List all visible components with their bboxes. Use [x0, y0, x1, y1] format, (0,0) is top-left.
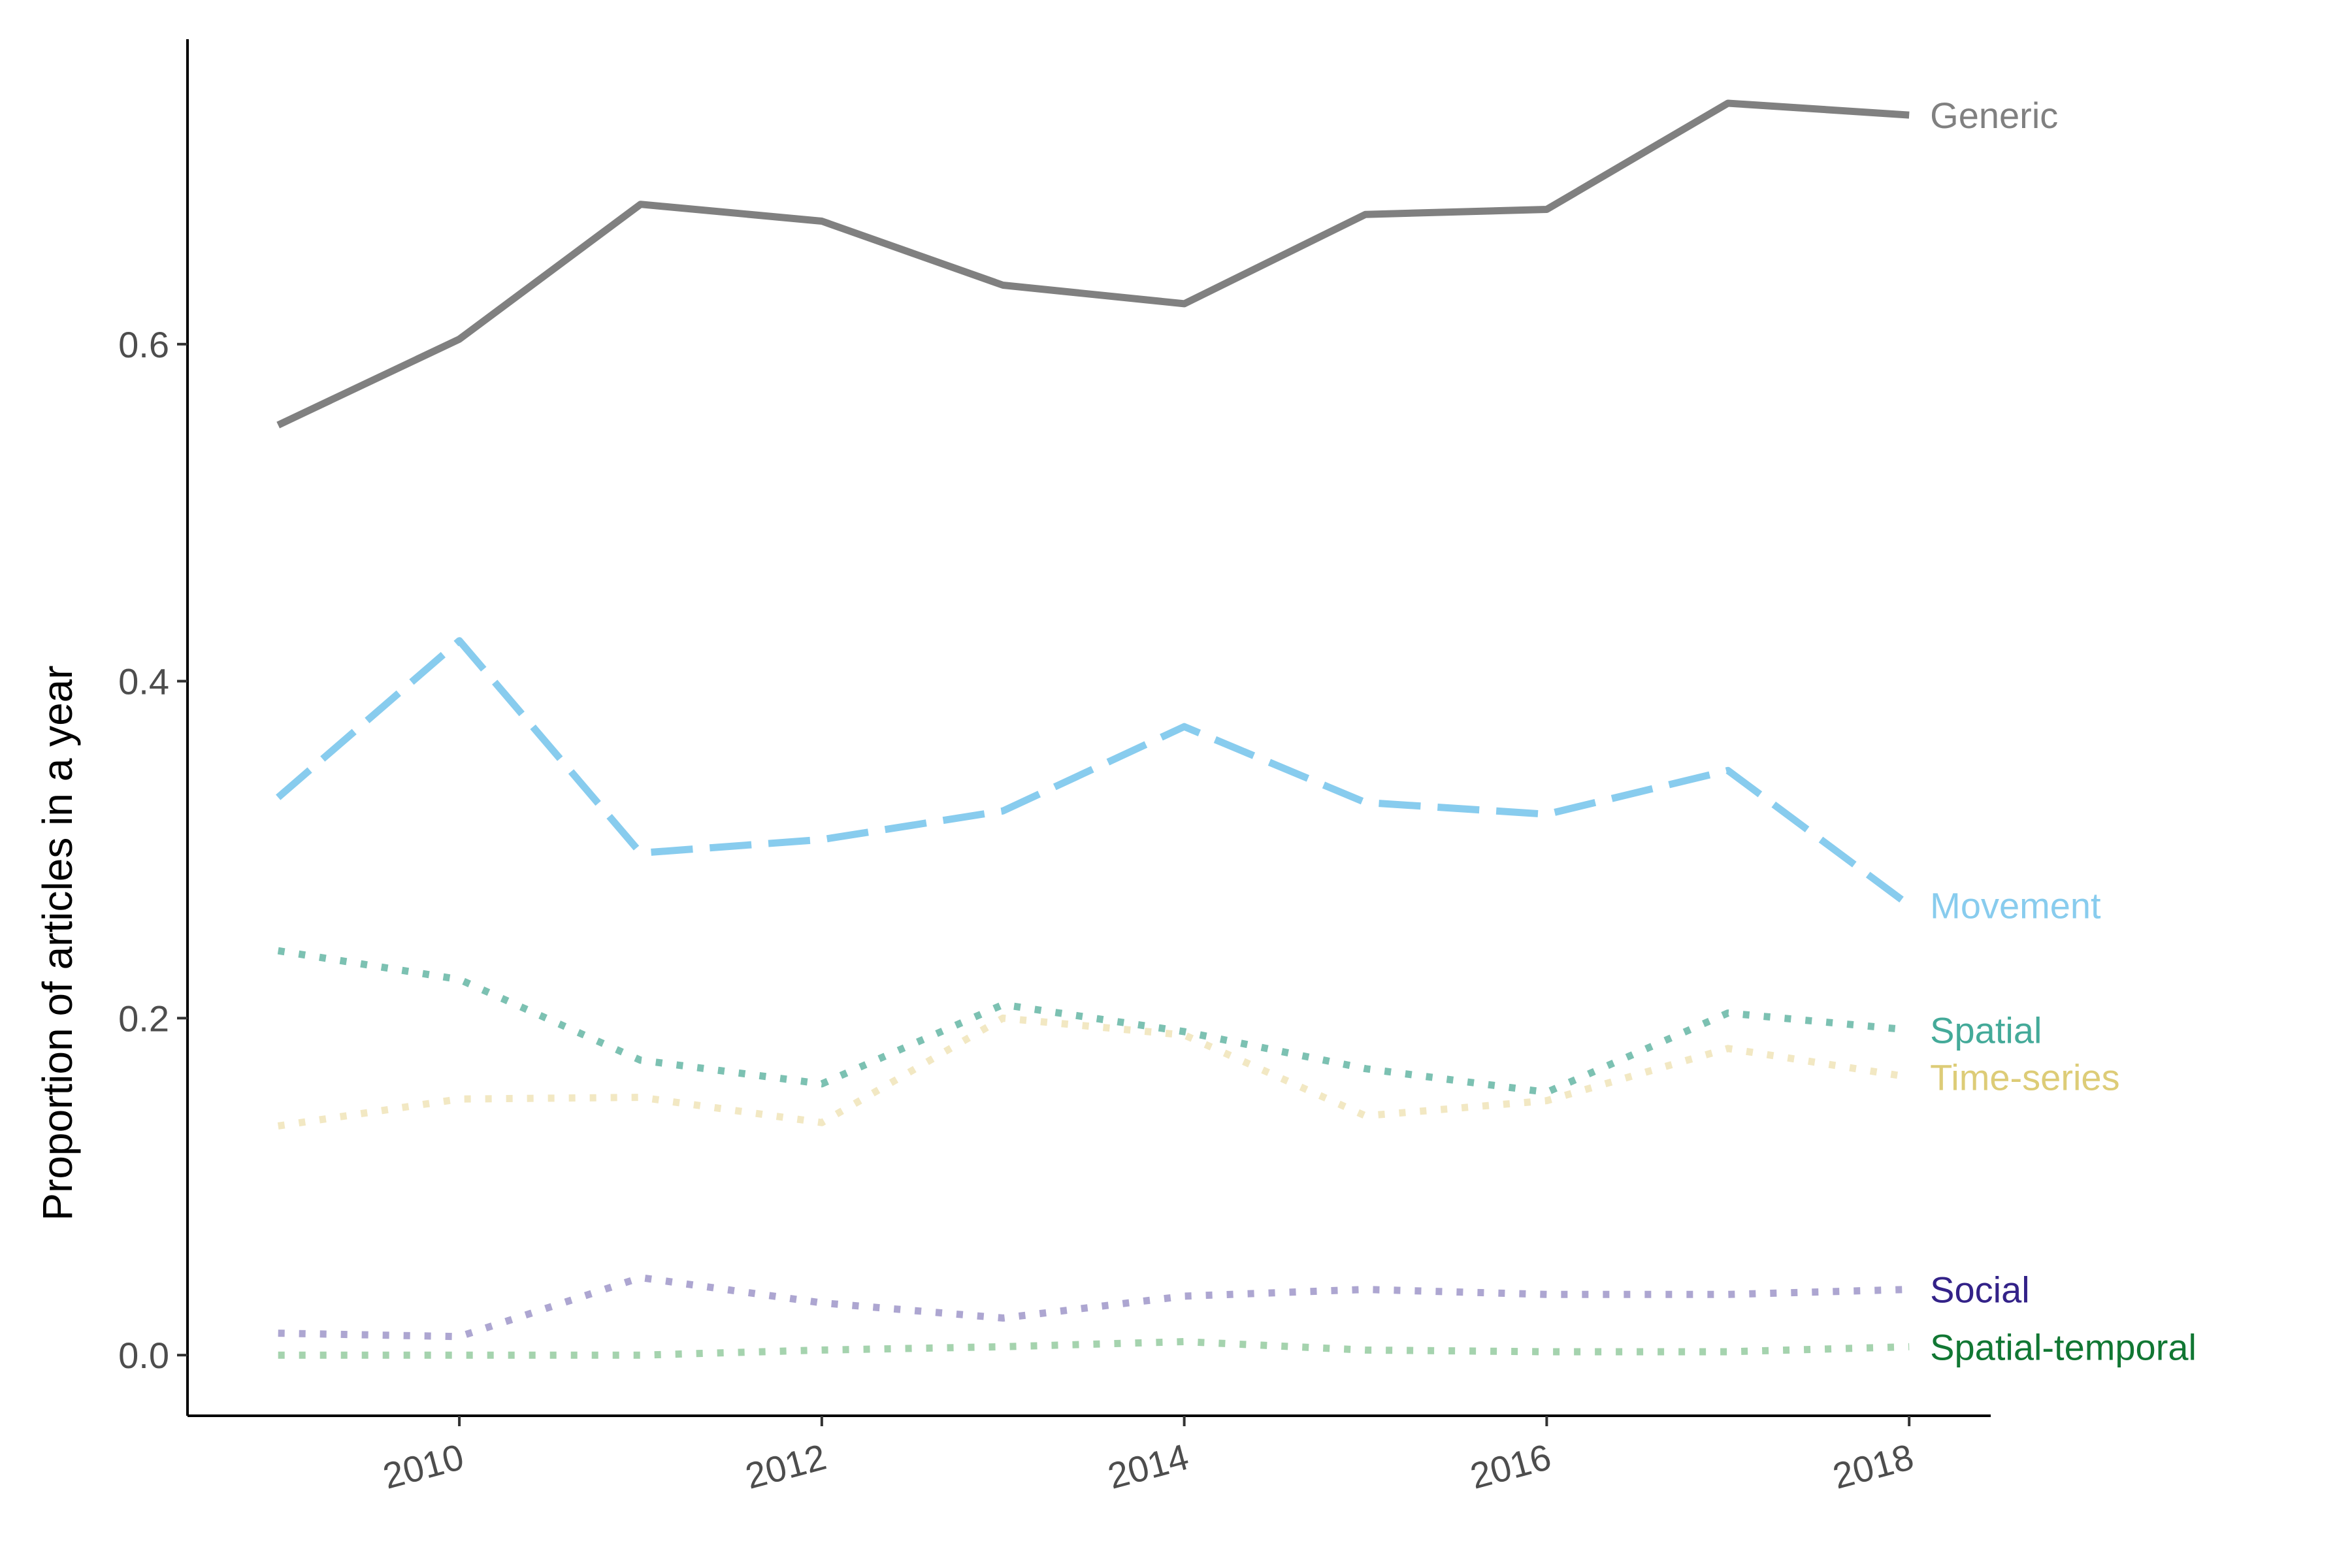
y-axis: 0.0 0.2 0.4 0.6	[118, 39, 189, 1416]
x-tick-label: 2018	[1829, 1436, 1918, 1497]
series-label: Time-series	[1930, 1057, 2119, 1098]
series-label: Generic	[1930, 95, 2058, 136]
y-tick-label: 0.6	[118, 324, 169, 365]
series-label: Spatial-temporal	[1930, 1326, 2197, 1367]
series-label: Social	[1930, 1269, 2030, 1311]
y-tick-label: 0.4	[118, 661, 169, 702]
x-tick-label: 2010	[379, 1436, 468, 1497]
y-axis-title: Proportion of articles in a year	[34, 665, 81, 1220]
series-line-social	[278, 1274, 1910, 1341]
series-labels: Generic Movement Spatial Time-series Social S…	[1930, 95, 2197, 1367]
series-line-spatial-temporal	[278, 1338, 1910, 1359]
x-tick-label: 2016	[1466, 1436, 1556, 1497]
x-tick-label: 2014	[1103, 1436, 1193, 1497]
series-line-time-series	[277, 1014, 1910, 1130]
y-tick-label: 0.2	[118, 998, 169, 1039]
x-axis: 2010 2012 2014 2016 2018	[188, 1414, 1991, 1497]
series-line-spatial	[277, 947, 1910, 1096]
x-tick-label: 2012	[741, 1436, 830, 1497]
series-line-generic	[276, 99, 1910, 429]
series-label: Movement	[1930, 885, 2101, 926]
y-tick-label: 0.0	[118, 1335, 169, 1376]
series-layer	[276, 99, 1912, 1359]
series-line-movement	[276, 637, 1912, 909]
series-label: Spatial	[1930, 1009, 2042, 1051]
